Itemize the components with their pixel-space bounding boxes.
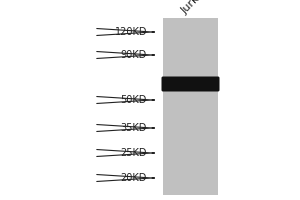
Text: 90KD: 90KD (121, 50, 147, 60)
Text: 35KD: 35KD (121, 123, 147, 133)
Text: Jurkat: Jurkat (179, 0, 209, 16)
Text: 20KD: 20KD (121, 173, 147, 183)
Text: 25KD: 25KD (121, 148, 147, 158)
Bar (163, 18, 218, 195)
FancyBboxPatch shape (161, 76, 220, 92)
Text: 50KD: 50KD (121, 95, 147, 105)
Text: 120KD: 120KD (115, 27, 147, 37)
